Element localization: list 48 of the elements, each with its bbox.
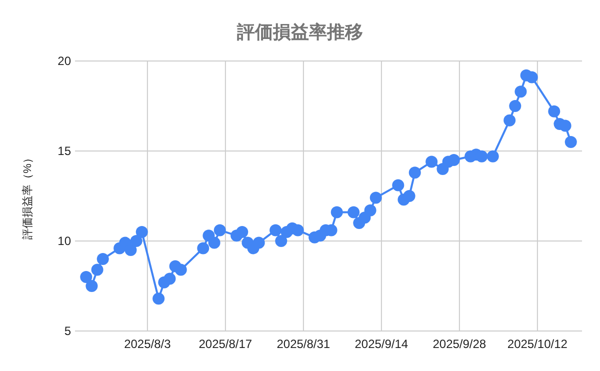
point: [152, 292, 165, 305]
point: [275, 235, 288, 247]
x-tick-label: 2025/9/14: [354, 337, 408, 351]
point: [504, 114, 516, 126]
y-tick-label: 10: [58, 234, 72, 248]
point: [392, 179, 404, 192]
y-tick-label: 15: [58, 144, 72, 158]
point: [270, 224, 282, 236]
point: [476, 150, 488, 162]
y-tick-label: 20: [58, 54, 72, 68]
point: [214, 224, 226, 236]
point: [130, 235, 142, 247]
point: [292, 224, 304, 236]
x-tick-label: 2025/8/31: [276, 337, 330, 351]
y-axis-title: 評価損益率（%）: [21, 152, 34, 240]
point: [136, 226, 148, 238]
point: [408, 166, 421, 179]
point: [208, 236, 220, 249]
point: [509, 100, 522, 112]
chart-title: 評価損益率推移: [236, 22, 363, 42]
point: [330, 206, 343, 218]
x-tick-label: 2025/9/28: [432, 337, 486, 351]
point: [526, 71, 538, 84]
point: [80, 271, 92, 283]
point: [426, 156, 438, 168]
point: [364, 204, 376, 216]
point: [448, 154, 460, 166]
y-tick-label: 5: [64, 324, 72, 338]
point: [252, 236, 265, 249]
point: [91, 264, 104, 276]
x-tick-label: 2025/10/12: [507, 337, 568, 351]
x-tick-label: 2025/8/3: [124, 337, 172, 351]
point: [96, 253, 109, 265]
point: [559, 120, 572, 132]
point: [348, 206, 360, 218]
point: [197, 242, 210, 254]
point: [174, 264, 187, 276]
point: [564, 136, 577, 148]
point: [164, 272, 176, 285]
point: [86, 280, 98, 292]
point: [236, 226, 248, 238]
x-tick-label: 2025/8/17: [198, 337, 252, 351]
point: [548, 105, 560, 118]
point: [514, 86, 527, 98]
point: [403, 190, 416, 202]
point: [486, 150, 499, 162]
point: [124, 244, 137, 256]
point: [370, 192, 382, 204]
